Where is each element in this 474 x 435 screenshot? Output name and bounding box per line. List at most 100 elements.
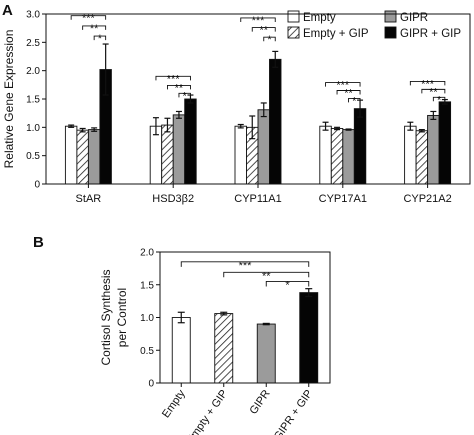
legend-label: Empty + GIP [303, 28, 369, 40]
y-axis-label: Relative Gene Expression [2, 30, 16, 169]
significance-bracket [325, 82, 361, 87]
significance-label: *** [239, 260, 253, 272]
bar [234, 125, 247, 185]
bar [161, 124, 174, 185]
significance-bracket [409, 80, 446, 86]
bar [172, 114, 186, 185]
significance-bracket [240, 17, 276, 22]
significance-bracket [155, 75, 191, 81]
legend-swatch [384, 26, 397, 39]
significance-label: ** [262, 270, 271, 282]
legend-label: Empty [303, 12, 336, 24]
chart-a-error-bars [68, 43, 448, 140]
bar [427, 114, 440, 185]
significance-bracket [348, 97, 361, 103]
x-tick-label: GIPR [247, 388, 272, 417]
significance-bracket [223, 271, 310, 278]
significance-bracket [93, 35, 107, 41]
chart-a-axes: 0 0.5 1.0 1.5 2.0 2.5 3.0 StAR HSD3β2 CYP11A1 CYP1… [2, 10, 471, 205]
significance-label: ** [429, 86, 438, 98]
bar [404, 125, 417, 185]
significance-label: * [437, 94, 442, 106]
bar [171, 317, 191, 384]
x-tick-label: CYP21A2 [403, 193, 451, 205]
bar [353, 108, 367, 185]
bar [76, 129, 89, 185]
significance-label: ** [175, 82, 184, 94]
significance-label: *** [336, 80, 350, 92]
y-tick-label: 0.5 [26, 151, 40, 162]
bar [319, 125, 332, 185]
significance-bracket [167, 84, 191, 90]
y-tick-label: 1.5 [140, 280, 154, 291]
chart-a-legend: Empty GIPR Empty + GIP GIPR + GIP [287, 10, 461, 40]
y-axis-label-line-1: Cortisol Synthesis [99, 269, 113, 365]
significance-bracket [432, 96, 446, 102]
bar [330, 128, 344, 185]
x-tick-label: GIPR + GIP [272, 388, 315, 435]
significance-label: ** [90, 23, 99, 35]
x-tick-label: CYP11A1 [234, 193, 282, 205]
y-tick-label: 1.0 [26, 123, 40, 134]
y-tick-label: 2.0 [140, 248, 154, 259]
x-tick-label: Empty + GIP [184, 388, 230, 435]
significance-label: *** [421, 78, 435, 90]
bar [214, 313, 234, 384]
bar [438, 101, 452, 185]
significance-bracket [82, 25, 107, 30]
legend-label: GIPR + GIP [400, 28, 461, 40]
y-tick-label: 1.0 [140, 313, 154, 324]
x-tick-label: StAR [76, 193, 102, 205]
significance-label: *** [167, 73, 181, 85]
x-tick-label: CYP17A1 [319, 193, 367, 205]
bar [87, 129, 101, 185]
significance-bracket [180, 261, 310, 267]
significance-bracket [265, 281, 310, 287]
significance-label: * [352, 95, 357, 107]
legend-swatch [287, 10, 300, 23]
chart-a-bars [64, 58, 452, 185]
significance-label: * [267, 34, 272, 46]
significance-label: * [98, 33, 103, 45]
significance-bracket [336, 90, 361, 95]
legend-swatch [287, 26, 300, 39]
y-tick-label: 0.5 [140, 346, 154, 357]
bar [184, 98, 197, 185]
chart-a-significance-brackets: ****************************** [70, 13, 446, 107]
y-tick-label: 2.0 [26, 66, 40, 77]
x-tick-label: HSD3β2 [152, 193, 194, 205]
panel-a-letter: A [2, 2, 13, 19]
significance-bracket [70, 15, 107, 20]
chart-b-significance-brackets: ****** [180, 260, 310, 291]
significance-bracket [251, 27, 276, 32]
panel-b-letter: B [33, 234, 44, 251]
chart-b-error-bars [177, 288, 313, 326]
y-tick-label: 0 [148, 379, 154, 390]
chart-b-bars [171, 292, 319, 384]
y-tick-label: 2.5 [26, 38, 40, 49]
y-axis-label-line-2: per Control [115, 288, 129, 347]
y-tick-label: 0 [34, 180, 40, 191]
significance-label: ** [259, 25, 268, 37]
significance-bracket [421, 88, 446, 94]
bar [64, 125, 78, 185]
significance-label: ** [344, 88, 353, 100]
significance-label: *** [252, 15, 266, 27]
bar [415, 130, 429, 185]
bar [269, 58, 282, 185]
y-tick-label: 3.0 [26, 10, 40, 21]
x-tick-label: Empty [160, 387, 188, 420]
bar [257, 109, 270, 185]
significance-label: * [183, 90, 188, 102]
significance-label: * [285, 279, 290, 291]
significance-bracket [178, 92, 191, 98]
bar [256, 323, 276, 384]
bar [342, 129, 355, 185]
y-tick-label: 1.5 [26, 95, 40, 106]
significance-label: *** [82, 13, 96, 25]
legend-label: GIPR [400, 12, 428, 24]
legend-swatch [384, 10, 397, 23]
